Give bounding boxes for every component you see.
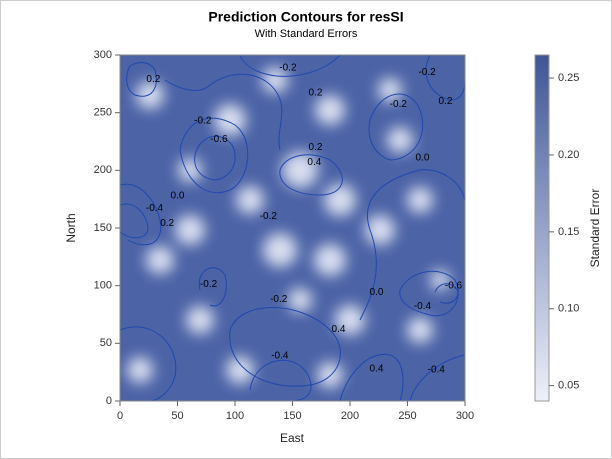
colorbar-tick-label: 0.15 — [558, 226, 579, 238]
contour-label: -0.2 — [390, 99, 408, 110]
x-tick-label: 100 — [226, 410, 244, 422]
contour-label: -0.4 — [428, 365, 446, 376]
y-tick-label: 150 — [94, 222, 112, 234]
y-axis-label: North — [64, 213, 78, 242]
contour-label: 0.0 — [415, 152, 429, 163]
x-tick-label: 150 — [283, 410, 301, 422]
contour-label: 0.2 — [309, 142, 323, 153]
colorbar-tick-label: 0.10 — [558, 303, 579, 315]
contour-label: -0.6 — [445, 280, 463, 291]
y-tick-label: 200 — [94, 164, 112, 176]
contour-label: 0.0 — [171, 190, 185, 201]
x-tick-label: 0 — [117, 410, 123, 422]
colorbar-tick-label: 0.20 — [558, 149, 579, 161]
contour-label: -0.4 — [414, 301, 432, 312]
contour-label: 0.0 — [369, 287, 383, 298]
colorbar-label: Standard Error — [588, 189, 602, 268]
colorbar-tick-label: 0.05 — [558, 380, 579, 392]
contour-label: 0.2 — [309, 88, 323, 99]
contour-label: -0.4 — [271, 351, 289, 362]
contour-label: 0.4 — [307, 157, 321, 168]
colorbar — [534, 54, 550, 402]
chart-title: Prediction Contours for resSI — [208, 9, 403, 25]
contour-label: 0.2 — [146, 74, 160, 85]
chart-subtitle: With Standard Errors — [255, 28, 358, 40]
y-tick-label: 0 — [106, 395, 112, 407]
contour-label: -0.2 — [200, 279, 218, 290]
contour-label: 0.2 — [160, 218, 174, 229]
contour-label: -0.2 — [194, 115, 212, 126]
contour-label: -0.2 — [279, 62, 297, 73]
x-axis-label: East — [280, 431, 305, 445]
x-tick-label: 300 — [456, 410, 474, 422]
contour-lines — [120, 55, 465, 401]
contour-label: -0.2 — [418, 67, 436, 78]
surface — [120, 55, 465, 401]
contour-label: 0.4 — [332, 324, 346, 335]
contour-label: 0.2 — [438, 96, 452, 107]
contour-label: -0.4 — [146, 203, 164, 214]
y-tick-label: 100 — [94, 280, 112, 292]
y-tick-label: 250 — [94, 107, 112, 119]
y-tick-label: 300 — [94, 49, 112, 61]
colorbar-tick-label: 0.25 — [558, 72, 579, 84]
contour-label: 0.4 — [369, 363, 383, 374]
x-tick-label: 250 — [398, 410, 416, 422]
x-tick-label: 50 — [171, 410, 183, 422]
x-tick-label: 200 — [341, 410, 359, 422]
y-tick-label: 50 — [100, 337, 112, 349]
contour-label: -0.2 — [270, 294, 288, 305]
contour-label: -0.6 — [210, 134, 228, 145]
contour-label: -0.2 — [260, 211, 278, 222]
